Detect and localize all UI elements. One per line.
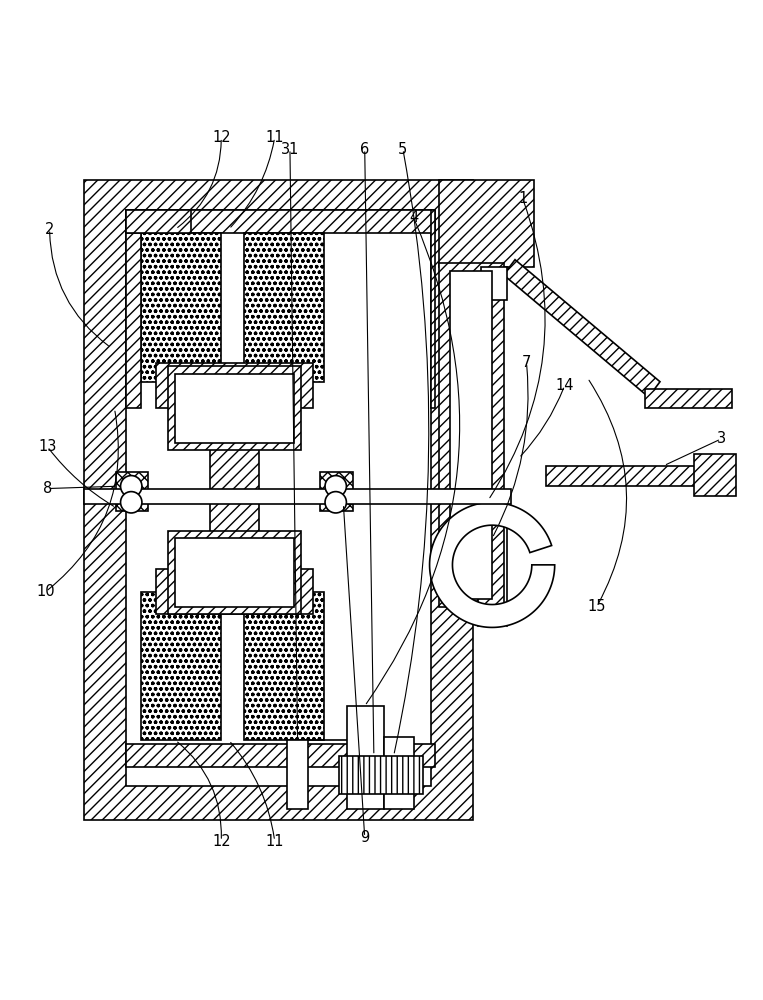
Text: 7: 7 [522, 355, 531, 370]
Circle shape [121, 492, 142, 513]
Bar [645, 389, 732, 408]
Bar [450, 271, 492, 489]
Bar [141, 233, 221, 382]
Bar [126, 210, 431, 786]
Bar [116, 472, 148, 511]
Bar [126, 233, 141, 408]
Bar [481, 267, 507, 300]
Text: 1: 1 [518, 191, 527, 206]
Text: 11: 11 [266, 834, 284, 849]
Text: 10: 10 [37, 584, 55, 599]
Bar [439, 496, 504, 607]
Bar [384, 737, 414, 809]
Bar [156, 363, 313, 408]
Bar [347, 706, 384, 809]
Bar [175, 374, 294, 443]
Circle shape [325, 476, 346, 497]
Bar [431, 210, 435, 408]
Text: 8: 8 [43, 481, 52, 496]
Bar [210, 401, 259, 553]
Bar [126, 210, 435, 233]
Text: 31: 31 [281, 142, 299, 157]
Bar [84, 180, 473, 820]
Bar [244, 233, 324, 382]
Polygon shape [546, 466, 713, 486]
Bar [439, 180, 534, 267]
Text: 6: 6 [360, 142, 369, 157]
Bar [287, 740, 308, 809]
Bar [126, 744, 435, 767]
Circle shape [121, 476, 142, 497]
Text: 12: 12 [212, 834, 230, 849]
Bar [244, 592, 324, 740]
Circle shape [325, 492, 346, 513]
Bar [141, 592, 221, 740]
Bar [156, 569, 313, 614]
Text: 15: 15 [588, 599, 606, 614]
Bar [168, 531, 301, 614]
Bar [450, 496, 492, 599]
Bar [320, 472, 353, 511]
Text: 12: 12 [212, 130, 230, 145]
Bar [439, 263, 504, 500]
Bar [339, 756, 423, 794]
Bar [694, 454, 736, 496]
Polygon shape [430, 502, 555, 627]
Text: 5: 5 [398, 142, 407, 157]
Bar [84, 489, 511, 504]
Polygon shape [504, 260, 660, 397]
Text: 3: 3 [716, 431, 726, 446]
Bar [168, 366, 301, 450]
Text: 11: 11 [266, 130, 284, 145]
Text: 13: 13 [38, 439, 56, 454]
Text: 4: 4 [409, 210, 418, 225]
Bar [175, 538, 294, 607]
Text: 14: 14 [555, 378, 574, 393]
Text: 9: 9 [360, 830, 369, 845]
Text: 2: 2 [45, 222, 54, 237]
Bar [126, 210, 191, 233]
